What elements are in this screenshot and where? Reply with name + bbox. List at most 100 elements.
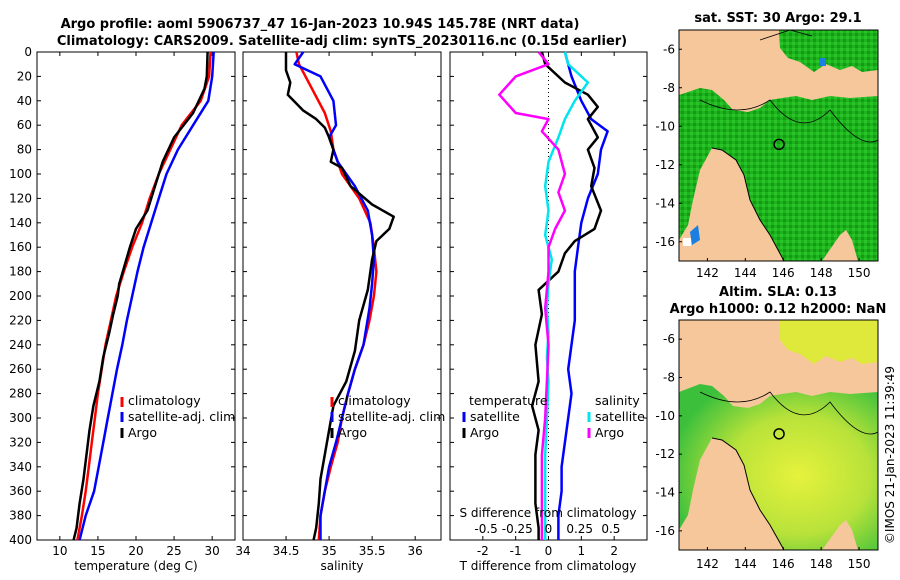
depth-tick-label: 340 xyxy=(9,460,32,474)
sla-ocean-field xyxy=(679,384,878,550)
series-line-t-satellite xyxy=(557,51,609,540)
lat-tick-label: -16 xyxy=(655,235,675,249)
sst-blue-pixel xyxy=(820,58,826,66)
imos-watermark: ©IMOS 21-Jan-2023 11:39:49 xyxy=(883,366,897,544)
lon-tick-label: 144 xyxy=(734,557,757,571)
difference-panel: -2 -1 0 1 2 T difference from climatology S … xyxy=(449,51,648,573)
depth-tick-label: 40 xyxy=(17,94,32,108)
legend-t-satellite-label: satellite xyxy=(470,409,520,424)
temperature-axes-frame xyxy=(36,51,236,541)
legend-satellite-label: satellite-adj. clim xyxy=(128,409,235,424)
legend-satellite-label: satellite-adj. clim xyxy=(338,409,445,424)
coastline-north xyxy=(759,30,813,41)
series-line-satellite-adj-clim xyxy=(78,51,215,541)
legend-s-argo-label: Argo xyxy=(595,425,624,440)
x-tick-label: 34 xyxy=(235,544,250,558)
lat-tick-label: -10 xyxy=(655,409,675,423)
sst-ocean-field xyxy=(679,88,878,261)
s-tick-label: 0 xyxy=(545,522,553,536)
sst-map-title: sat. SST: 30 Argo: 29.1 xyxy=(694,11,861,26)
lat-tick-label: -10 xyxy=(655,119,675,133)
x-tick-label: 35 xyxy=(321,544,336,558)
lat-tick-label: -14 xyxy=(655,486,675,500)
depth-tick-label: 360 xyxy=(9,484,32,498)
depth-tick-label: 180 xyxy=(9,265,32,279)
temperature-xlabel: temperature (deg C) xyxy=(74,559,197,573)
x-tick-label: 10 xyxy=(52,544,67,558)
depth-tick-label: 400 xyxy=(9,533,32,547)
series-line-s-satellite xyxy=(543,51,590,540)
lat-tick-label: -16 xyxy=(655,524,675,538)
salinity-xlabel: salinity xyxy=(320,559,363,573)
lat-tick-label: -6 xyxy=(663,42,675,56)
depth-tick-label: 380 xyxy=(9,509,32,523)
temperature-diff-legend: temperature satellite Argo xyxy=(462,393,548,440)
lon-tick-label: 142 xyxy=(696,557,719,571)
salinity-diff-legend: salinity satellite Argo xyxy=(587,393,645,440)
series-line-argo xyxy=(72,51,209,541)
sst-north-ocean xyxy=(779,30,878,72)
depth-tick-label: 0 xyxy=(24,45,32,59)
lat-tick-label: -14 xyxy=(655,196,675,210)
temperature-panel: 0 20 40 60 80 100 120 140 160 180 200 220 240 260 280 3… xyxy=(9,45,236,573)
depth-tick-label: 300 xyxy=(9,411,32,425)
difference-xlabel: T difference from climatology xyxy=(459,559,637,573)
x-tick-label: 20 xyxy=(128,544,143,558)
legend-climatology-label: climatology xyxy=(338,393,411,408)
series-line-s-argo xyxy=(498,51,567,540)
legend-t-argo-label: Argo xyxy=(470,425,499,440)
salinity-difference-label: S difference from climatology xyxy=(460,506,637,520)
lat-tick-label: -8 xyxy=(663,81,675,95)
s-tick-label: 0.5 xyxy=(601,522,620,536)
depth-tick-label: 220 xyxy=(9,313,32,327)
depth-tick-label: 120 xyxy=(9,191,32,205)
depth-tick-label: 20 xyxy=(17,69,32,83)
figure-title-line1: Argo profile: aoml 5906737_47 16-Jan-202… xyxy=(61,17,580,32)
x-tick-label: 15 xyxy=(90,544,105,558)
salinity-panel: 34 34.5 35 35.5 36 salinity climatology sate… xyxy=(235,51,445,573)
depth-tick-label: 260 xyxy=(9,362,32,376)
coastline xyxy=(711,147,785,261)
sla-map-frame xyxy=(678,319,879,551)
x-tick-label: 36 xyxy=(408,544,423,558)
coastline xyxy=(711,437,785,550)
depth-tick-label: 200 xyxy=(9,289,32,303)
temperature-legend: climatology satellite-adj. clim Argo xyxy=(120,393,235,440)
salinity-axes-frame xyxy=(242,51,442,541)
lon-tick-label: 150 xyxy=(848,266,871,280)
s-tick-label: -0.5 xyxy=(474,522,497,536)
series-line-satellite-adj-clim xyxy=(293,51,376,540)
no-data-patch xyxy=(683,238,691,246)
x-tick-label: 34.5 xyxy=(273,544,300,558)
sla-map-title-line1: Altim. SLA: 0.13 xyxy=(719,285,837,300)
lon-tick-label: 142 xyxy=(696,266,719,280)
x-tick-label: -1 xyxy=(510,544,522,558)
depth-tick-label: 320 xyxy=(9,435,32,449)
depth-tick-label: 100 xyxy=(9,167,32,181)
lon-tick-label: 146 xyxy=(772,266,795,280)
legend-temperature-title: temperature xyxy=(469,393,548,408)
legend-s-satellite-label: satellite xyxy=(595,409,645,424)
lon-tick-label: 150 xyxy=(848,557,871,571)
lon-tick-label: 148 xyxy=(810,266,833,280)
argo-location-marker xyxy=(773,428,785,440)
argo-location-marker xyxy=(773,138,785,151)
s-tick-label: -0.25 xyxy=(502,522,533,536)
depth-contour xyxy=(699,99,878,143)
depth-tick-label: 240 xyxy=(9,338,32,352)
depth-tick-label: 140 xyxy=(9,216,32,230)
series-line-climatology xyxy=(295,51,378,541)
lon-tick-label: 148 xyxy=(810,557,833,571)
x-tick-label: -2 xyxy=(477,544,489,558)
lat-tick-label: -12 xyxy=(655,447,675,461)
salinity-legend: climatology satellite-adj. clim Argo xyxy=(330,393,445,440)
legend-climatology-label: climatology xyxy=(128,393,201,408)
lat-tick-label: -8 xyxy=(663,371,675,385)
depth-tick-label: 160 xyxy=(9,240,32,254)
legend-salinity-title: salinity xyxy=(595,393,640,408)
lon-tick-label: 144 xyxy=(734,266,757,280)
x-tick-label: 30 xyxy=(205,544,220,558)
figure-title-line2: Climatology: CARS2009. Satellite-adj cli… xyxy=(57,34,627,49)
sst-map-frame xyxy=(678,29,879,262)
